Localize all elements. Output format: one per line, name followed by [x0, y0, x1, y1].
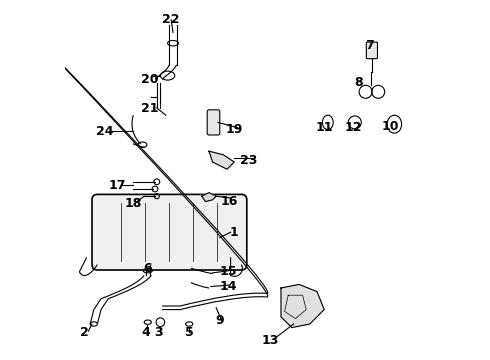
Text: 1: 1 — [230, 226, 239, 239]
Text: 19: 19 — [225, 123, 243, 136]
Text: 10: 10 — [382, 120, 399, 132]
Text: 17: 17 — [108, 179, 126, 192]
FancyBboxPatch shape — [207, 110, 220, 135]
Text: 7: 7 — [365, 39, 373, 51]
Text: 13: 13 — [262, 334, 279, 347]
Text: 24: 24 — [96, 125, 113, 138]
Text: 16: 16 — [220, 195, 238, 208]
Polygon shape — [202, 193, 216, 202]
Text: 5: 5 — [185, 327, 194, 339]
Text: 12: 12 — [344, 121, 362, 134]
Text: 2: 2 — [80, 327, 89, 339]
Text: 21: 21 — [141, 102, 158, 114]
Text: 14: 14 — [220, 280, 238, 293]
FancyBboxPatch shape — [92, 194, 247, 270]
Text: 18: 18 — [125, 197, 142, 210]
Text: 3: 3 — [154, 327, 163, 339]
Polygon shape — [281, 284, 324, 328]
Text: 6: 6 — [144, 262, 152, 275]
Text: 11: 11 — [316, 121, 333, 134]
Text: 22: 22 — [163, 13, 180, 26]
Text: 4: 4 — [142, 327, 150, 339]
Text: 20: 20 — [141, 73, 158, 86]
Polygon shape — [209, 151, 234, 169]
Text: 23: 23 — [240, 154, 257, 167]
FancyBboxPatch shape — [367, 42, 377, 59]
Text: 9: 9 — [216, 314, 224, 327]
Text: 15: 15 — [220, 265, 238, 278]
Text: 8: 8 — [354, 76, 363, 89]
